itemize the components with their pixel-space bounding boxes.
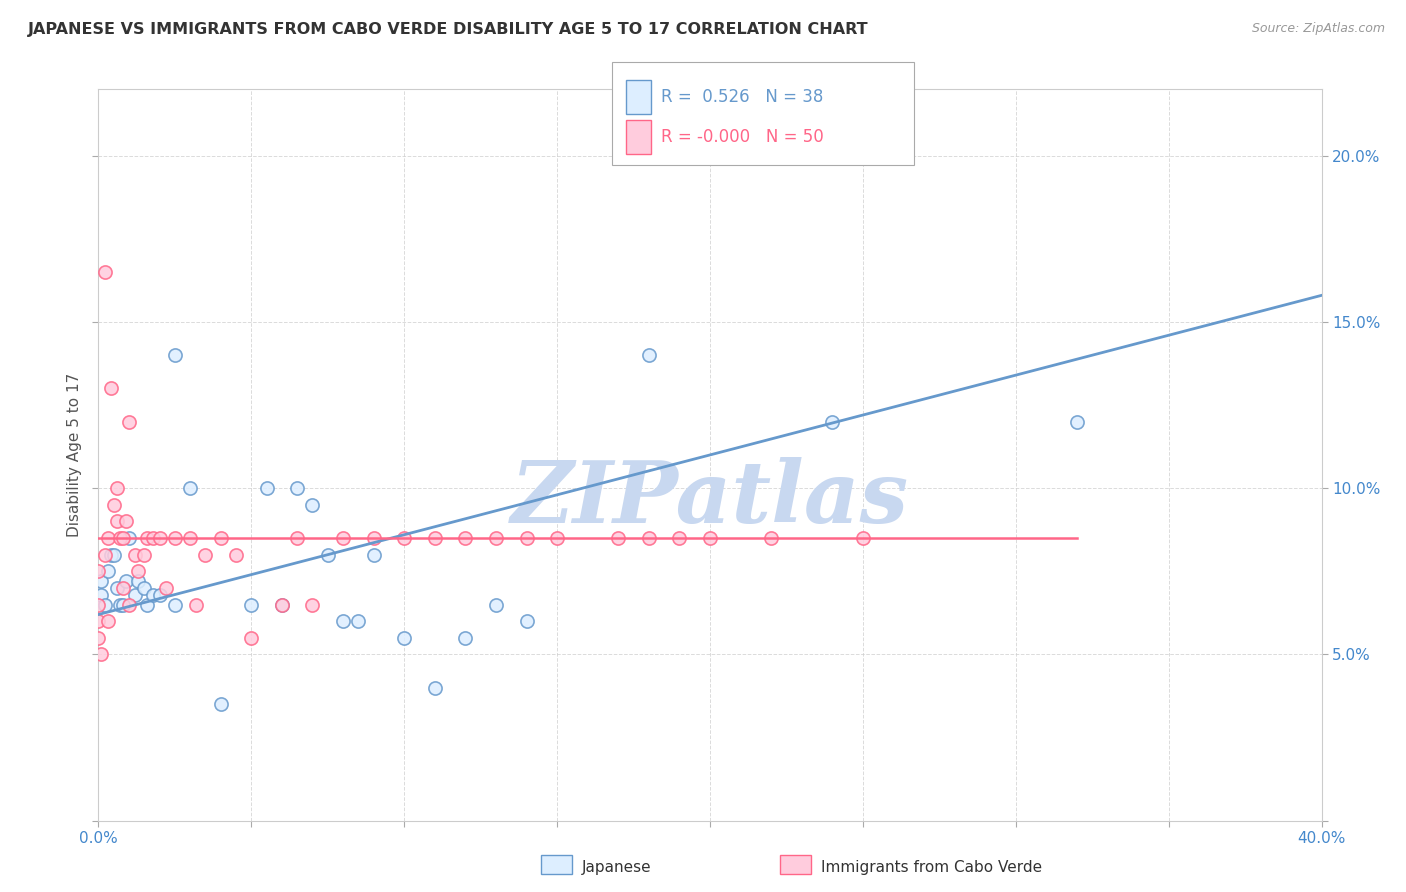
Point	[90, 648, 112, 662]
Text: Source: ZipAtlas.com: Source: ZipAtlas.com	[1251, 22, 1385, 36]
Point	[485, 598, 508, 612]
Point	[270, 598, 292, 612]
Point	[124, 588, 146, 602]
Point	[186, 598, 208, 612]
Point	[821, 415, 844, 429]
Point	[423, 531, 446, 545]
Point	[194, 548, 217, 562]
Point	[363, 531, 385, 545]
Point	[103, 498, 125, 512]
Point	[127, 574, 149, 589]
Point	[516, 531, 538, 545]
Point	[163, 598, 186, 612]
Point	[179, 531, 201, 545]
Point	[97, 564, 120, 578]
Point	[347, 614, 370, 628]
Point	[256, 481, 278, 495]
Point	[149, 588, 172, 602]
Point	[485, 531, 508, 545]
Point	[392, 531, 416, 545]
Point	[668, 531, 690, 545]
Point	[97, 614, 120, 628]
Point	[118, 531, 141, 545]
Point	[301, 498, 323, 512]
Point	[100, 548, 122, 562]
Point	[454, 631, 477, 645]
Point	[699, 531, 721, 545]
Point	[134, 581, 156, 595]
Point	[87, 631, 110, 645]
Point	[163, 348, 186, 362]
Point	[285, 481, 308, 495]
Point	[93, 548, 115, 562]
Point	[546, 531, 568, 545]
Point	[316, 548, 339, 562]
Point	[637, 348, 661, 362]
Point	[118, 415, 141, 429]
Text: ZIPatlas: ZIPatlas	[510, 457, 910, 541]
Point	[607, 531, 630, 545]
Point	[225, 548, 247, 562]
Point	[105, 581, 128, 595]
Text: R = -0.000   N = 50: R = -0.000 N = 50	[661, 128, 824, 146]
Text: Immigrants from Cabo Verde: Immigrants from Cabo Verde	[821, 860, 1042, 874]
Point	[155, 581, 177, 595]
Point	[108, 531, 131, 545]
Point	[87, 598, 110, 612]
Point	[93, 265, 115, 279]
Point	[87, 564, 110, 578]
Point	[852, 531, 875, 545]
Point	[97, 531, 120, 545]
Point	[392, 631, 416, 645]
Point	[332, 531, 354, 545]
Point	[118, 598, 141, 612]
Point	[142, 588, 165, 602]
Point	[87, 614, 110, 628]
Point	[240, 598, 263, 612]
Point	[1066, 415, 1088, 429]
Point	[285, 531, 308, 545]
Point	[301, 598, 323, 612]
Point	[516, 614, 538, 628]
Point	[454, 531, 477, 545]
Text: Japanese: Japanese	[582, 860, 652, 874]
Point	[105, 481, 128, 495]
Point	[111, 598, 134, 612]
Point	[108, 598, 131, 612]
Point	[363, 548, 385, 562]
Point	[115, 574, 138, 589]
Point	[270, 598, 292, 612]
Point	[637, 531, 661, 545]
Text: JAPANESE VS IMMIGRANTS FROM CABO VERDE DISABILITY AGE 5 TO 17 CORRELATION CHART: JAPANESE VS IMMIGRANTS FROM CABO VERDE D…	[28, 22, 869, 37]
Point	[240, 631, 263, 645]
Point	[105, 515, 128, 529]
Point	[423, 681, 446, 695]
Point	[124, 548, 146, 562]
Point	[179, 481, 201, 495]
Point	[142, 531, 165, 545]
Point	[759, 531, 782, 545]
Y-axis label: Disability Age 5 to 17: Disability Age 5 to 17	[66, 373, 82, 537]
Point	[209, 531, 232, 545]
Point	[111, 531, 134, 545]
Point	[134, 548, 156, 562]
Text: R =  0.526   N = 38: R = 0.526 N = 38	[661, 88, 823, 106]
Point	[115, 515, 138, 529]
Point	[332, 614, 354, 628]
Point	[127, 564, 149, 578]
Point	[136, 598, 159, 612]
Point	[93, 598, 115, 612]
Point	[90, 574, 112, 589]
Point	[209, 698, 232, 712]
Point	[100, 381, 122, 395]
Point	[136, 531, 159, 545]
Point	[149, 531, 172, 545]
Point	[111, 581, 134, 595]
Point	[103, 548, 125, 562]
Point	[163, 531, 186, 545]
Point	[90, 588, 112, 602]
